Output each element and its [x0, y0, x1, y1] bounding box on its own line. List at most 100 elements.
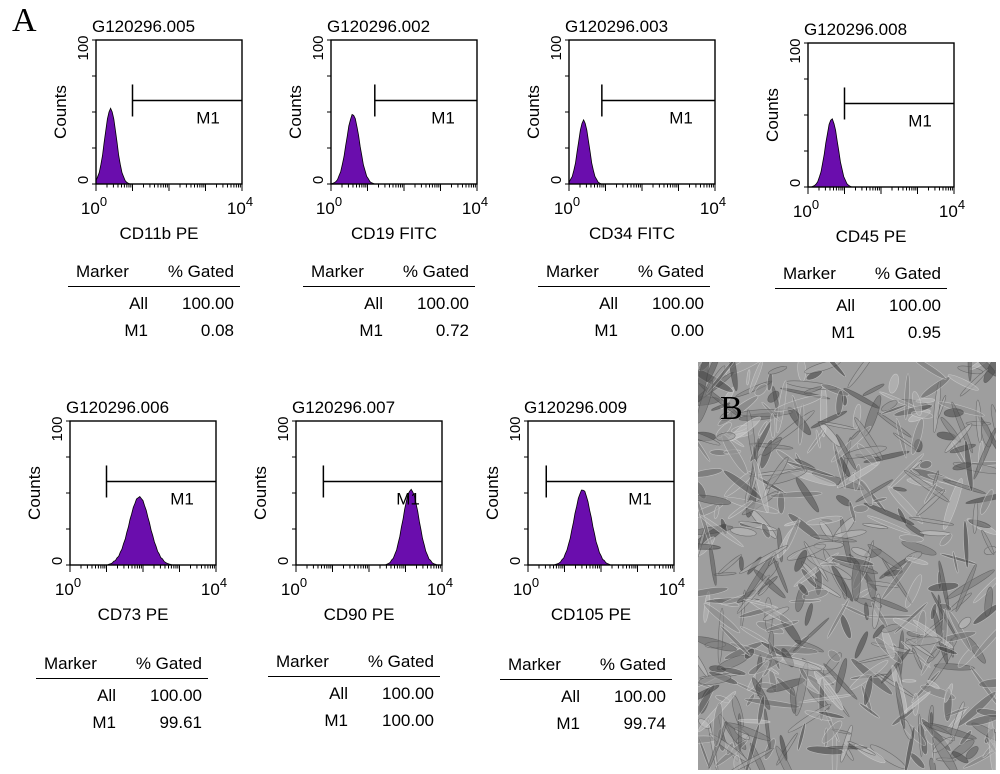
x-axis-label: CD19 FITC: [351, 224, 437, 243]
histogram-panel: G120296.003 100 0 Counts 100 104 CD34 FITC M1: [513, 14, 726, 274]
cell-shape: [729, 362, 738, 392]
table-row: M1 100.00: [268, 711, 440, 731]
x-tick-label: 100: [554, 194, 580, 218]
cell-shape: [758, 421, 768, 436]
table-row: M1 0.08: [68, 321, 240, 341]
sample-id: G120296.006: [66, 398, 169, 417]
cell-shape: [908, 516, 955, 526]
cell-shape: [912, 391, 922, 417]
cell-shape: [905, 574, 923, 608]
cell-shape: [830, 554, 875, 567]
gated-cell: 100.00: [382, 684, 434, 703]
cell-shape: [698, 428, 711, 462]
cell-shape: [726, 722, 771, 741]
gated-cell: 100.00: [382, 711, 434, 730]
cell-shape: [698, 636, 737, 652]
panel-b-label: B: [720, 390, 743, 427]
marker-cell: M1: [92, 713, 116, 732]
cell-shape: [942, 608, 948, 646]
x-axis-label: CD105 PE: [551, 605, 631, 624]
table-header: Marker % Gated: [775, 264, 947, 288]
gated-header: % Gated: [874, 264, 941, 283]
cell-shape: [801, 588, 829, 600]
gated-table: Marker % Gated All 100.00 M1 0.72: [303, 262, 475, 341]
cell-micrograph: B: [698, 362, 996, 770]
cell-shape: [771, 655, 823, 672]
cell-shape: [972, 501, 979, 534]
x-tick-label: 100: [793, 197, 819, 221]
x-axis-label: CD73 PE: [98, 605, 169, 624]
cell-shape: [863, 502, 915, 526]
cell-shape: [842, 445, 887, 459]
cell-shape: [952, 462, 972, 471]
cell-shape: [819, 562, 840, 567]
gated-cell: 0.72: [435, 321, 469, 340]
y-tick-label: 0: [548, 176, 565, 184]
gated-cell: 100.00: [614, 687, 666, 706]
cell-shape: [767, 390, 780, 403]
cell-shape: [831, 425, 872, 463]
cell-shape: [827, 649, 841, 663]
gate-label: M1: [196, 108, 220, 127]
cell-shape: [862, 383, 885, 396]
cell-shape: [903, 470, 950, 503]
cell-shape: [736, 574, 770, 614]
cell-shape: [924, 482, 938, 504]
cell-shape: [859, 479, 874, 507]
marker-cell: All: [329, 684, 348, 703]
cell-shape: [864, 602, 869, 621]
table-row: All 100.00: [36, 686, 208, 706]
cell-shape: [939, 533, 953, 547]
y-axis-label: Counts: [25, 466, 44, 520]
cell-shape: [737, 713, 742, 752]
histogram-panel: G120296.002 100 0 Counts 100 104 CD19 FITC M1: [275, 14, 488, 274]
cell-shape: [795, 477, 820, 513]
cell-shape: [835, 389, 844, 416]
cell-shape: [919, 460, 933, 470]
marker-header: Marker: [783, 264, 836, 283]
cell-shape: [774, 395, 823, 412]
gated-table: Marker % Gated All 100.00 M1 99.74: [500, 655, 672, 734]
histogram-panel: G120296.006 100 0 Counts 100 104 CD73 PE M1: [14, 395, 227, 655]
x-tick-label: 104: [201, 575, 227, 599]
cell-shape: [952, 551, 959, 574]
cell-shape: [773, 557, 789, 594]
cell-shape: [744, 698, 801, 709]
cell-shape: [751, 677, 771, 710]
table-rule: [36, 678, 208, 679]
cell-shape: [703, 603, 741, 634]
marker-header: Marker: [311, 262, 364, 281]
cell-shape: [725, 747, 775, 770]
cell-shape: [973, 621, 996, 658]
table-header: Marker % Gated: [268, 652, 440, 676]
y-tick-label: 100: [75, 35, 92, 60]
cell-shape: [888, 373, 899, 394]
cell-shape: [947, 374, 979, 391]
cell-shape: [935, 645, 958, 655]
cell-shape: [922, 722, 977, 740]
cell-shape: [698, 362, 710, 403]
cell-shape: [905, 636, 942, 646]
cell-shape: [973, 427, 996, 480]
cell-shape: [990, 404, 996, 441]
cell-shape: [858, 702, 880, 719]
cell-shape: [911, 362, 947, 380]
table-row: M1 0.72: [303, 321, 475, 341]
marker-cell: M1: [324, 711, 348, 730]
gated-cell: 99.74: [623, 714, 666, 733]
histogram-area: [70, 495, 216, 566]
table-header: Marker % Gated: [68, 262, 240, 286]
y-tick-label: 0: [49, 557, 66, 565]
cell-shape: [815, 429, 821, 449]
cell-shape: [743, 598, 779, 609]
y-tick-label: 100: [548, 35, 565, 60]
cell-shape: [958, 616, 972, 629]
cell-shape: [881, 400, 898, 412]
cell-shape: [804, 603, 813, 626]
sample-id: G120296.005: [92, 17, 195, 36]
sample-id: G120296.002: [327, 17, 430, 36]
cell-shape: [698, 514, 744, 548]
y-tick-label: 0: [75, 176, 92, 184]
cell-shape: [981, 529, 995, 555]
